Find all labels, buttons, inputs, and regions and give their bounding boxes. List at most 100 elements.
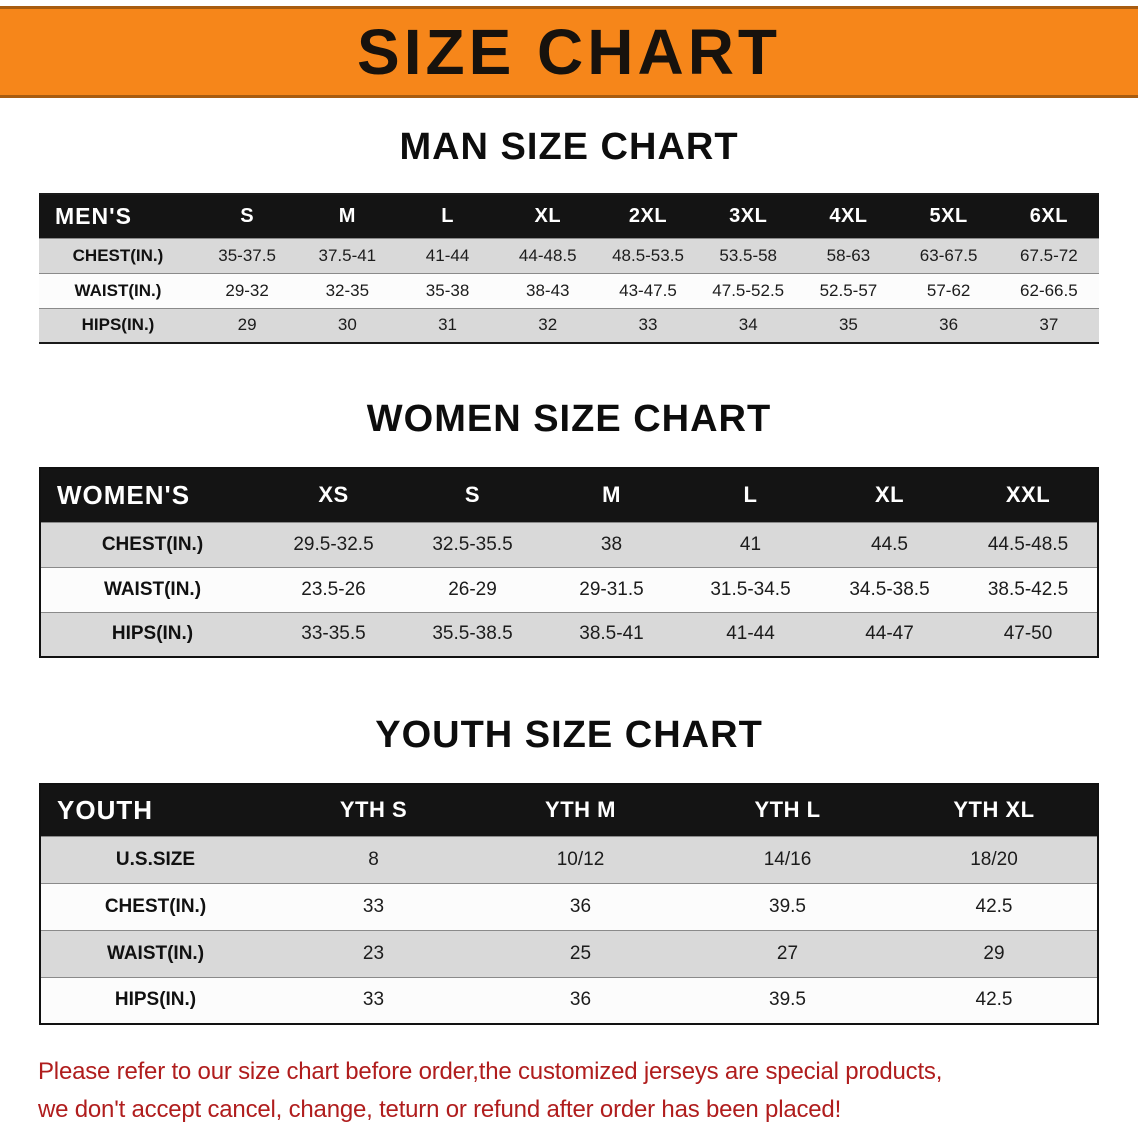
- size-value: 43-47.5: [597, 272, 699, 308]
- size-value: 29-32: [197, 272, 298, 308]
- size-column-header: YTH S: [339, 797, 408, 823]
- size-value: 35.5-38.5: [403, 611, 542, 657]
- youth-section-heading: YOUTH SIZE CHART: [375, 714, 763, 756]
- size-value: 35: [798, 307, 899, 343]
- size-value: 36: [898, 307, 999, 343]
- womens-section-heading: WOMEN SIZE CHART: [366, 398, 772, 440]
- measurement-label: HIPS(IN.): [40, 976, 270, 1024]
- size-column-header: XXL: [1005, 482, 1051, 508]
- size-value: 8: [270, 835, 477, 883]
- table-row: WAIST(IN.) 29-32 32-35 35-38 38-43 43-47.5 47.…: [39, 272, 1099, 308]
- size-value: 29.5-32.5: [264, 521, 403, 567]
- table-row: CHEST(IN.) 33 36 39.5 42.5: [40, 882, 1098, 930]
- size-column-header: 2XL: [628, 204, 668, 227]
- table-row: HIPS(IN.) 29 30 31 32 33 34 35 36 37: [39, 307, 1099, 343]
- size-column-header: 3XL: [729, 204, 768, 227]
- size-column-header: L: [743, 482, 758, 508]
- banner: SIZE CHART: [0, 6, 1138, 98]
- size-value: 42.5: [891, 976, 1098, 1024]
- footer-disclaimer-line2: we don't accept cancel, change, teturn o…: [38, 1096, 842, 1123]
- size-table: WOMEN'S XS S M L XL XXL CHEST(IN.) 29.5-32.5 32.5…: [39, 467, 1099, 658]
- size-value: 31: [397, 307, 498, 343]
- size-value: 37: [998, 307, 1099, 343]
- size-value: 31.5-34.5: [681, 566, 820, 612]
- youth-size-table: YOUTH YTH S YTH M YTH L YTH XL U.S.SIZE 8 10/12…: [39, 783, 1099, 1025]
- size-value: 26-29: [403, 566, 542, 612]
- table-header-row: YOUTH YTH S YTH M YTH L YTH XL: [40, 784, 1098, 836]
- size-value: 33-35.5: [264, 611, 403, 657]
- size-value: 32: [497, 307, 598, 343]
- size-value: 47.5-52.5: [698, 272, 799, 308]
- size-value: 14/16: [684, 835, 891, 883]
- size-value: 37.5-41: [297, 237, 398, 273]
- size-value: 10/12: [477, 835, 684, 883]
- size-value: 47-50: [959, 611, 1098, 657]
- size-value: 38.5-42.5: [959, 566, 1098, 612]
- size-value: 57-62: [898, 272, 999, 308]
- size-column-header: 5XL: [929, 204, 968, 227]
- size-value: 41-44: [397, 237, 498, 273]
- size-value: 18/20: [891, 835, 1098, 883]
- size-value: 58-63: [798, 237, 899, 273]
- size-value: 33: [270, 976, 477, 1024]
- measurement-label: WAIST(IN.): [39, 272, 197, 308]
- measurement-label: WAIST(IN.): [40, 566, 264, 612]
- size-value: 29: [891, 929, 1098, 977]
- size-value: 29-31.5: [542, 566, 681, 612]
- size-column-header: S: [240, 204, 255, 227]
- size-value: 27: [684, 929, 891, 977]
- size-column-header: 4XL: [829, 204, 868, 227]
- table-header-row: WOMEN'S XS S M L XL XXL: [40, 468, 1098, 522]
- measurement-label: WAIST(IN.): [40, 929, 270, 977]
- size-column-header: M: [338, 204, 356, 227]
- size-value: 35-38: [397, 272, 498, 308]
- size-value: 39.5: [684, 976, 891, 1024]
- size-value: 23.5-26: [264, 566, 403, 612]
- footer-disclaimer-line1: Please refer to our size chart before or…: [38, 1058, 943, 1085]
- size-value: 44-48.5: [497, 237, 598, 273]
- size-value: 44-47: [820, 611, 959, 657]
- size-value: 52.5-57: [798, 272, 899, 308]
- size-column-header: YTH L: [754, 797, 821, 823]
- size-table: MEN'S S M L XL 2XL 3XL 4XL 5XL 6XL CHEST(IN.) 35-37…: [39, 193, 1099, 344]
- measurement-label: CHEST(IN.): [39, 237, 197, 273]
- table-row: HIPS(IN.) 33-35.5 35.5-38.5 38.5-41 41-44 44-…: [40, 611, 1098, 657]
- size-value: 34: [698, 307, 799, 343]
- table-row: CHEST(IN.) 35-37.5 37.5-41 41-44 44-48.5 48.5…: [39, 237, 1099, 273]
- size-column-header: L: [441, 204, 454, 227]
- size-column-header: 6XL: [1029, 204, 1068, 227]
- size-value: 44.5: [820, 521, 959, 567]
- measurement-label: U.S.SIZE: [40, 835, 270, 883]
- size-value: 67.5-72: [998, 237, 1099, 273]
- table-corner-label: MEN'S: [55, 202, 132, 229]
- banner-title: SIZE CHART: [357, 16, 781, 88]
- size-chart-page: SIZE CHART MAN SIZE CHART MEN'S S M L XL 2XL 3…: [0, 6, 1138, 1138]
- size-column-header: YTH XL: [953, 797, 1035, 823]
- table-header-row: MEN'S S M L XL 2XL 3XL 4XL 5XL 6XL: [39, 194, 1099, 238]
- womens-size-table: WOMEN'S XS S M L XL XXL CHEST(IN.) 29.5-32.5 32.5…: [39, 467, 1099, 658]
- footer-disclaimer: Please refer to our size chart before or…: [0, 1053, 1138, 1129]
- size-column-header: YTH M: [545, 797, 616, 823]
- size-value: 38: [542, 521, 681, 567]
- size-value: 63-67.5: [898, 237, 999, 273]
- size-value: 42.5: [891, 882, 1098, 930]
- mens-size-table: MEN'S S M L XL 2XL 3XL 4XL 5XL 6XL CHEST(IN.) 35-37…: [39, 193, 1099, 344]
- size-table: YOUTH YTH S YTH M YTH L YTH XL U.S.SIZE 8 10/12…: [39, 783, 1099, 1025]
- size-value: 25: [477, 929, 684, 977]
- size-column-header: S: [464, 482, 481, 508]
- size-value: 30: [297, 307, 398, 343]
- size-value: 29: [197, 307, 298, 343]
- table-corner-label: YOUTH: [57, 794, 153, 825]
- size-value: 41-44: [681, 611, 820, 657]
- table-row: U.S.SIZE 8 10/12 14/16 18/20: [40, 835, 1098, 883]
- measurement-label: HIPS(IN.): [39, 307, 197, 343]
- size-value: 38-43: [497, 272, 598, 308]
- size-column-header: XS: [318, 482, 349, 508]
- size-value: 32-35: [297, 272, 398, 308]
- size-value: 41: [681, 521, 820, 567]
- measurement-label: HIPS(IN.): [40, 611, 264, 657]
- table-row: HIPS(IN.) 33 36 39.5 42.5: [40, 976, 1098, 1024]
- size-value: 36: [477, 976, 684, 1024]
- size-value: 39.5: [684, 882, 891, 930]
- size-value: 38.5-41: [542, 611, 681, 657]
